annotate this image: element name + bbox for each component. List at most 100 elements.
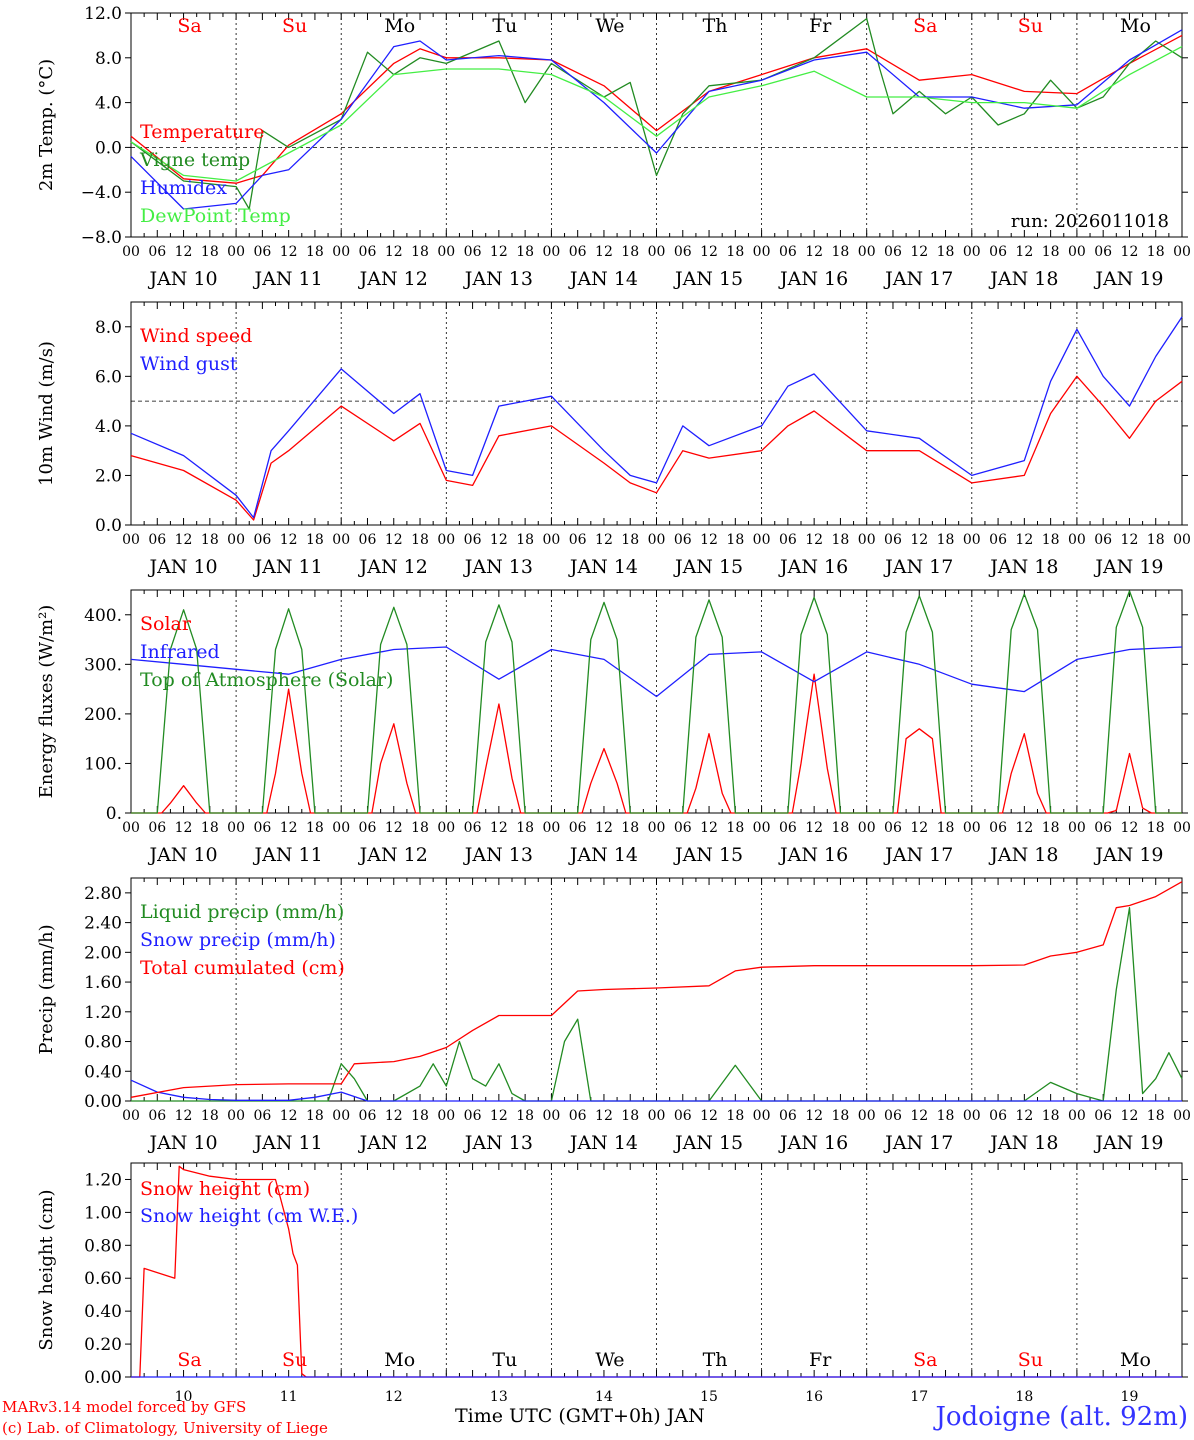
date-label: JAN 17: [883, 556, 953, 578]
hour-tick-label: 18: [411, 244, 429, 260]
y-tick-label: 0.80: [84, 1033, 122, 1053]
date-label: JAN 19: [1093, 556, 1163, 578]
y-tick-label: 0.40: [84, 1302, 122, 1322]
hour-tick-label: 12: [805, 820, 823, 836]
hour-tick-label: 12: [700, 1108, 718, 1124]
hour-tick-label: 00: [963, 244, 981, 260]
hour-tick-label: 18: [937, 532, 955, 548]
hour-tick-label: 06: [989, 244, 1007, 260]
date-label: JAN 11: [253, 556, 323, 578]
hour-tick-label: 18: [1147, 820, 1165, 836]
hour-tick-label: 06: [359, 532, 377, 548]
series-line: [130, 34, 1183, 184]
date-label: JAN 10: [147, 1132, 217, 1154]
x-axis-title: Time UTC (GMT+0h) JAN: [455, 1405, 705, 1427]
hour-tick-label: 06: [989, 820, 1007, 836]
weekday-label: Fr: [809, 1349, 832, 1371]
hour-tick-label: 12: [595, 532, 613, 548]
y-tick-label: 400.: [84, 606, 122, 626]
y-tick-label: 1.20: [84, 1170, 122, 1190]
hour-tick-label: 00: [1173, 820, 1191, 836]
hour-tick-label: 06: [569, 532, 587, 548]
date-label: JAN 10: [147, 556, 217, 578]
series-line: [130, 17, 1183, 210]
y-tick-label: 4.0: [95, 94, 122, 114]
hour-tick-label: 00: [1068, 1108, 1086, 1124]
legend-entry: Top of Atmosphere (Solar): [140, 669, 393, 691]
date-label: JAN 18: [988, 268, 1058, 290]
hour-tick-label: 18: [1042, 244, 1060, 260]
weekday-label: Mo: [384, 15, 415, 37]
date-label: JAN 11: [253, 268, 323, 290]
y-tick-label: 200.: [84, 705, 122, 725]
hour-tick-label: 00: [1173, 244, 1191, 260]
y-axis-label: Snow height (cm): [36, 1189, 57, 1350]
model-credit: MARv3.14 model forced by GFS: [2, 1398, 247, 1416]
hour-tick-label: 00: [437, 244, 455, 260]
hour-tick-label: 12: [175, 244, 193, 260]
hour-tick-label: 18: [201, 820, 219, 836]
hour-tick-label: 12: [910, 532, 928, 548]
hour-tick-label: 00: [648, 532, 666, 548]
date-label: JAN 12: [358, 556, 428, 578]
hour-tick-label: 06: [569, 244, 587, 260]
hour-tick-label: 12: [385, 1108, 403, 1124]
hour-tick-label: 06: [779, 532, 797, 548]
hour-tick-label: 18: [306, 532, 324, 548]
date-label: JAN 10: [147, 844, 217, 866]
hour-tick-label: 12: [490, 820, 508, 836]
hour-tick-label: 18: [516, 1108, 534, 1124]
hour-tick-label: 00: [753, 532, 771, 548]
y-tick-label: 2.40: [84, 914, 122, 934]
hour-tick-label: 06: [779, 1108, 797, 1124]
y-tick-label: 0.00: [84, 1368, 122, 1388]
hour-tick-label: 12: [1121, 820, 1139, 836]
hour-tick-label: 00: [227, 820, 245, 836]
date-label: JAN 11: [253, 844, 323, 866]
hour-tick-label: 18: [411, 532, 429, 548]
hour-tick-label: 06: [253, 820, 271, 836]
day-number-label: 19: [1121, 1389, 1139, 1405]
station-name: Jodoigne (alt. 92m): [935, 1402, 1188, 1432]
hour-tick-label: 00: [1173, 1108, 1191, 1124]
day-number-label: 12: [385, 1389, 403, 1405]
hour-tick-label: 12: [490, 1108, 508, 1124]
hour-tick-label: 18: [201, 1108, 219, 1124]
hour-tick-label: 06: [1094, 244, 1112, 260]
hour-tick-label: 12: [910, 820, 928, 836]
date-label: JAN 18: [988, 556, 1058, 578]
legend-entry: Infrared: [140, 641, 220, 663]
hour-tick-label: 06: [884, 820, 902, 836]
hour-tick-label: 12: [280, 532, 298, 548]
hour-tick-label: 06: [674, 1108, 692, 1124]
hour-tick-label: 06: [253, 244, 271, 260]
hour-tick-label: 00: [437, 1108, 455, 1124]
hour-tick-label: 18: [1147, 244, 1165, 260]
legend-entry: Humidex: [140, 177, 227, 199]
date-label: JAN 14: [568, 556, 638, 578]
y-tick-label: 0.: [106, 804, 122, 824]
hour-tick-label: 18: [201, 244, 219, 260]
y-tick-label: −8.0: [81, 228, 122, 248]
hour-tick-label: 18: [621, 532, 639, 548]
weekday-label: Mo: [384, 1349, 415, 1371]
date-label: JAN 15: [673, 268, 743, 290]
hour-tick-label: 06: [884, 1108, 902, 1124]
hour-tick-label: 18: [726, 1108, 744, 1124]
legend-entry: Temperature: [140, 121, 264, 143]
date-label: JAN 14: [568, 268, 638, 290]
hour-tick-label: 06: [359, 820, 377, 836]
y-tick-label: 0.20: [84, 1335, 122, 1355]
hour-tick-label: 00: [753, 244, 771, 260]
hour-tick-label: 06: [148, 244, 166, 260]
date-label: JAN 14: [568, 844, 638, 866]
y-tick-label: 300.: [84, 655, 122, 675]
hour-tick-label: 00: [122, 820, 140, 836]
hour-tick-label: 12: [1121, 244, 1139, 260]
weekday-label: We: [595, 1349, 624, 1371]
y-tick-label: 0.0: [95, 516, 122, 536]
series-line: [130, 316, 1183, 519]
hour-tick-label: 12: [385, 820, 403, 836]
hour-tick-label: 00: [963, 820, 981, 836]
series-line: [130, 46, 1183, 182]
